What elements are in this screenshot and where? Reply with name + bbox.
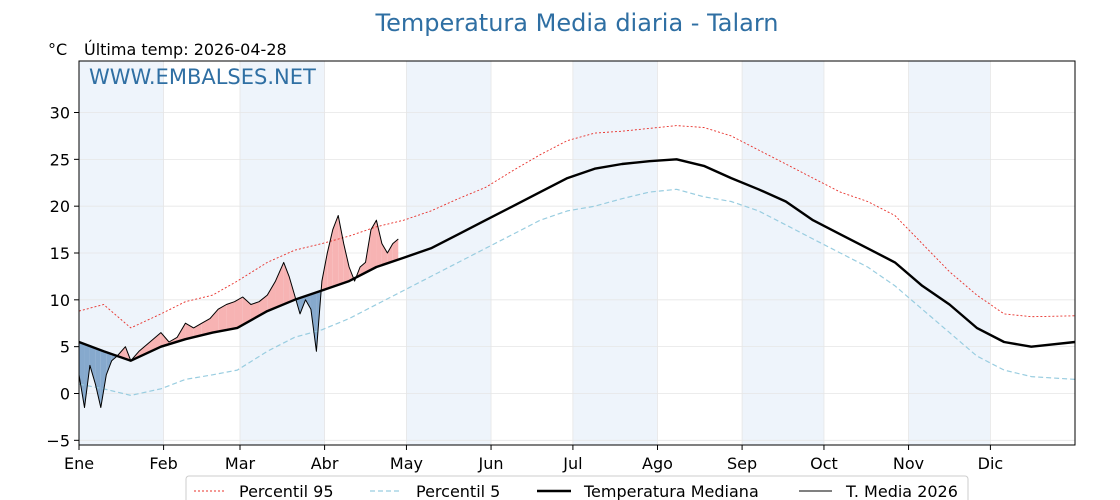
series-line-median [78,158,1076,362]
anomaly-fill-15-0 [177,323,186,342]
anomaly-fill-20-0 [218,304,227,332]
y-tick-label-7: 30 [50,104,70,123]
anomaly-fill-17-0 [193,323,202,338]
anomaly-fill-46-0 [381,243,388,266]
anomaly-fill-47-0 [387,243,393,264]
x-tick-label-Ene: Ene [64,454,94,473]
legend-label-median: Temperatura Mediana [583,482,759,500]
anomaly-fill-5-0 [100,350,107,408]
x-tick-label-May: May [390,454,423,473]
series-line-p5 [78,188,1076,396]
anomaly-fill-39-0 [343,243,350,283]
grid-lines [78,61,1075,445]
anomaly-fill-32-0 [305,294,311,310]
anomaly-fill-23-0 [242,297,251,325]
anomaly-fill-1-0 [79,341,85,408]
y-tick-label-1: 0 [60,384,70,403]
anomaly-fill-21-0 [226,301,235,331]
y-tick-label-3: 10 [50,291,70,310]
x-tick-label-Ago: Ago [642,454,673,473]
legend-label-p5: Percentil 5 [416,482,500,500]
anomaly-fill-37-0 [332,215,339,287]
x-axis: Ene Feb Mar Abr May Jun Jul Ago Sep Oct Nov Dic [64,445,1003,473]
anomaly-fill-2-0 [84,344,90,408]
x-tick-label-Feb: Feb [149,454,177,473]
x-tick-label-Jun: Jun [478,454,504,473]
x-tick-label-Nov: Nov [893,454,924,473]
y-tick-label-6: 25 [50,150,70,169]
anomaly-fill-18-0 [201,318,210,336]
legend-box [185,475,969,500]
anomaly-fill-36-0 [327,229,333,289]
anomaly-fill-44-0 [370,220,377,270]
series-line-p95 [78,125,1076,329]
last-temp-subtitle: Última temp: 2026-04-28 [84,40,287,59]
series-line-current [78,215,399,408]
y-tick-label-0: −5 [46,431,70,450]
x-tick-label-Sep: Sep [727,454,757,473]
x-tick-label-Jul: Jul [562,454,582,473]
x-tick-label-Mar: Mar [225,454,256,473]
anomaly-fill-19-0 [209,309,219,334]
anomaly-fill-13-0 [160,332,170,347]
anomaly-fill-3-0 [89,346,96,385]
watermark-text: WWW.EMBALSES.NET [89,65,316,89]
anomaly-fill-48-0 [392,238,399,262]
series-lines [78,125,1076,408]
anomaly-fills [79,215,399,408]
legend: Percentil 95 Percentil 5 Temperatura Med… [185,475,969,500]
chart-title: Temperatura Media diaria - Talarn [374,9,778,37]
anomaly-fill-45-0 [376,220,382,268]
anomaly-fill-22-0 [234,297,243,329]
y-tick-label-5: 20 [50,197,70,216]
x-tick-label-Dic: Dic [978,454,1004,473]
anomaly-fill-11-0 [139,341,150,357]
legend-label-p95: Percentil 95 [239,482,334,500]
y-axis: −5 0 5 10 15 20 25 30 [46,104,79,450]
y-unit-label: °C [48,40,67,59]
x-tick-label-Abr: Abr [311,454,339,473]
anomaly-fill-4-0 [95,348,101,408]
x-tick-label-Oct: Oct [810,454,838,473]
anomaly-fill-33-0 [310,292,317,352]
y-tick-label-4: 15 [50,244,70,263]
legend-label-current: T. Media 2026 [845,482,958,500]
anomaly-fill-38-0 [338,215,344,285]
anomaly-fill-26-0 [267,281,276,312]
anomaly-fill-6-0 [106,352,112,375]
anomaly-fill-27-0 [275,262,284,308]
anomaly-fill-28-0 [283,262,290,305]
y-tick-label-2: 5 [60,338,70,357]
